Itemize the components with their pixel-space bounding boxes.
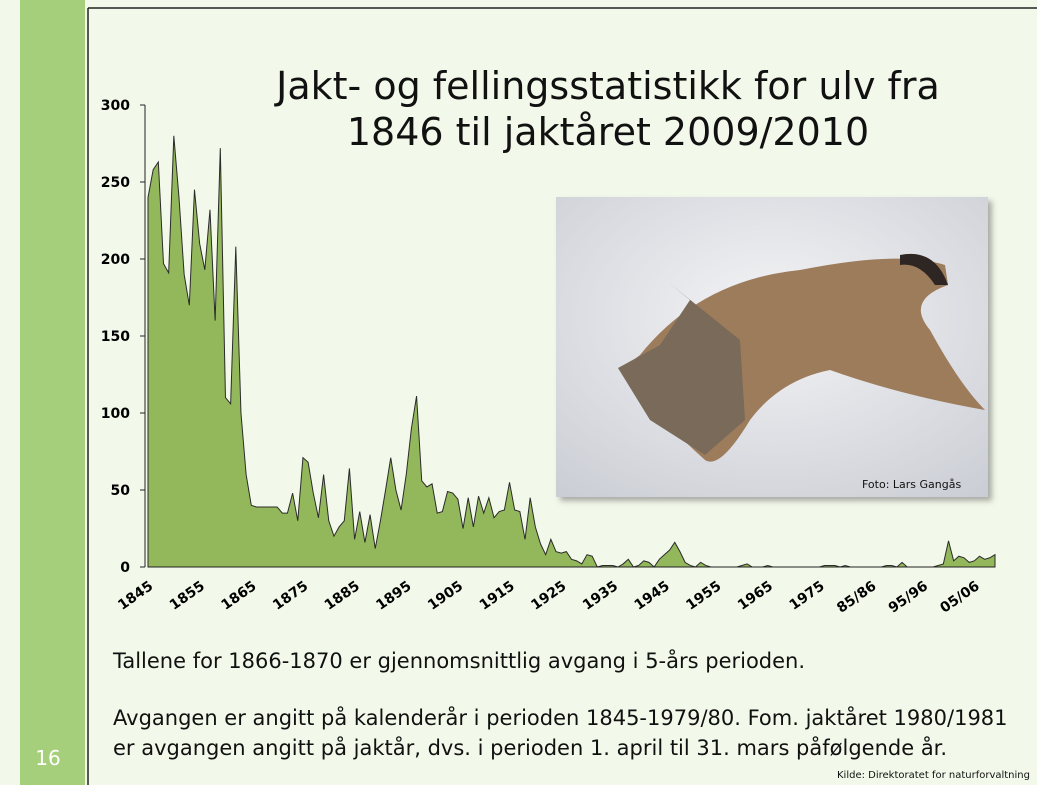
y-tick-label: 100 (101, 406, 130, 422)
x-tick-label: 1945 (632, 578, 673, 613)
x-tick-label: 85/86 (834, 578, 879, 616)
x-tick-label: 1915 (477, 578, 518, 613)
x-tick-label: 1875 (270, 578, 311, 613)
y-tick-label: 250 (101, 175, 130, 191)
y-tick-label: 300 (101, 98, 130, 114)
x-tick-label: 1925 (528, 578, 569, 613)
x-tick-label: 1885 (322, 578, 363, 613)
x-tick-label: 1865 (218, 578, 259, 613)
note: Tallene for 1866-1870 er gjennomsnittlig… (113, 646, 805, 676)
x-tick-label: 95/96 (886, 578, 931, 616)
x-tick-label: 05/06 (937, 578, 982, 616)
x-tick-label: 1955 (683, 578, 724, 613)
x-tick-label: 1855 (167, 578, 208, 613)
photo-credit: Foto: Lars Gangås (862, 478, 961, 491)
side-stripe (20, 0, 85, 785)
x-tick-label: 1965 (735, 578, 776, 613)
chart-title: 1846 til jaktåret 2009/2010 (347, 110, 869, 154)
slide: 16 Jakt- og fellingsstatistikk for ulv f… (0, 0, 1037, 785)
source: Kilde: Direktoratet for naturforvaltning (837, 770, 1030, 781)
y-tick-label: 150 (101, 329, 130, 345)
x-tick-label: 1905 (425, 578, 466, 613)
y-tick-label: 50 (111, 483, 131, 499)
x-tick-label: 1935 (580, 578, 621, 613)
y-tick-label: 200 (101, 252, 130, 268)
chart-title: Jakt- og fellingsstatistikk for ulv fra (274, 64, 940, 108)
x-tick-label: 1975 (787, 578, 828, 613)
note: Avgangen er angitt på kalenderår i perio… (113, 703, 1013, 763)
x-tick-label: 1845 (115, 578, 156, 613)
x-tick-label: 1895 (373, 578, 414, 613)
photo (556, 197, 988, 497)
slide-number: 16 (35, 746, 60, 770)
y-tick-label: 0 (120, 560, 130, 576)
